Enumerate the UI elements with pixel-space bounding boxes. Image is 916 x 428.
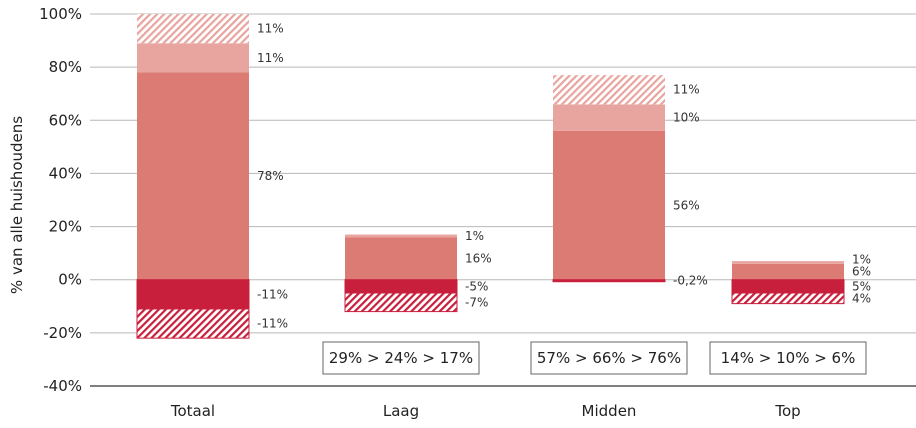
y-axis-ticks: 100% 80% 60% 40% 20% 0% -20% -40% xyxy=(39,5,82,395)
segment-label: 10% xyxy=(673,111,700,125)
segment-label: -11% xyxy=(257,317,288,331)
bar-segment xyxy=(345,234,457,238)
bar-segment xyxy=(137,72,249,280)
segment-label: 11% xyxy=(257,22,284,36)
y-tick-label: 40% xyxy=(49,164,82,182)
bar-segment xyxy=(552,279,666,283)
bar-segment xyxy=(553,75,665,105)
category-labels: Totaal Laag Midden Top xyxy=(170,402,801,420)
y-tick-label: 80% xyxy=(49,58,82,76)
segment-label: -7% xyxy=(465,295,488,309)
summary-box-text: 29% > 24% > 17% xyxy=(329,349,473,367)
bar-segment xyxy=(732,263,844,280)
segment-label: 56% xyxy=(673,198,700,212)
segment-label: -11% xyxy=(257,287,288,301)
segment-label: 11% xyxy=(673,83,700,97)
segment-label: -5% xyxy=(465,279,488,293)
bar-segment xyxy=(731,292,845,305)
segment-label: 5% xyxy=(852,279,871,293)
summary-box xyxy=(709,341,867,375)
segment-label: 78% xyxy=(257,169,284,183)
y-axis-label: % van alle huishoudens xyxy=(8,116,26,294)
segment-label: 4% xyxy=(852,291,871,305)
y-tick-label: 60% xyxy=(49,111,82,129)
segment-label: -0,2% xyxy=(673,274,708,288)
bar-segment xyxy=(344,279,458,294)
bar-segment xyxy=(136,279,250,310)
bar-segment xyxy=(137,14,249,44)
summary-box-text: 14% > 10% > 6% xyxy=(721,349,856,367)
segment-label: 1% xyxy=(852,253,871,267)
category-label: Midden xyxy=(582,402,637,420)
segment-label: 6% xyxy=(852,265,871,279)
bar-segment xyxy=(136,308,250,339)
bar-segment xyxy=(553,104,665,131)
bar-segment xyxy=(344,292,458,313)
segment-label: 1% xyxy=(465,229,484,243)
y-tick-label: 0% xyxy=(58,271,82,289)
bar-segment xyxy=(731,279,845,294)
segment-label: 11% xyxy=(257,51,284,65)
bars xyxy=(136,14,845,339)
bar-segment xyxy=(345,237,457,280)
bar-segment xyxy=(553,130,665,280)
y-tick-label: 100% xyxy=(39,5,82,23)
segment-label: 16% xyxy=(465,251,492,265)
summary-boxes: 29% > 24% > 17% 57% > 66% > 76% 14% > 10% … xyxy=(322,341,867,375)
summary-box xyxy=(530,341,688,375)
bar-segment xyxy=(137,43,249,73)
category-label: Top xyxy=(774,402,800,420)
segment-labels: 78% 11% 11% -11% -11% 16% 1% -5% -7% 56% 10% 11% -0,… xyxy=(257,22,871,331)
y-tick-label: -40% xyxy=(43,377,82,395)
y-tick-label: -20% xyxy=(43,324,82,342)
summary-box-text: 57% > 66% > 76% xyxy=(537,349,681,367)
bar-segment xyxy=(732,261,844,264)
category-label: Laag xyxy=(383,402,419,420)
y-tick-label: 20% xyxy=(49,218,82,236)
summary-box xyxy=(322,341,480,375)
category-label: Totaal xyxy=(170,402,215,420)
